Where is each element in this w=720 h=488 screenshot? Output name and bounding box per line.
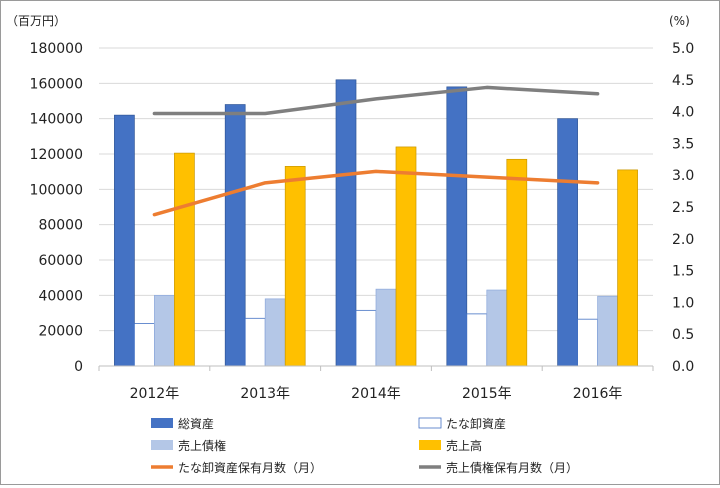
series-line-5	[152, 169, 600, 217]
bar-1	[446, 86, 468, 367]
bar-3	[375, 288, 397, 367]
left-axis-tick-label: 20000	[38, 324, 83, 340]
right-axis-tick-label: 0.0	[672, 359, 694, 375]
left-axis-tick-label: 40000	[38, 288, 83, 304]
right-axis-tick-label: 2.5	[672, 200, 694, 216]
bar-4	[506, 158, 528, 367]
bar-4	[617, 169, 638, 367]
legend-label: たな卸資産	[446, 416, 506, 431]
bar-2	[133, 323, 155, 367]
bar-3	[264, 298, 286, 367]
bar-4	[284, 166, 306, 367]
bar-1	[114, 114, 135, 367]
bar-4	[174, 152, 195, 367]
legend-swatch	[418, 417, 442, 429]
legend-label: たな卸資産保有月数（月）	[178, 460, 322, 475]
category-label: 2012年	[130, 386, 180, 402]
bar-3	[486, 289, 508, 367]
bar-2	[466, 313, 488, 367]
legend-swatch	[151, 418, 173, 428]
category-label: 2015年	[462, 386, 512, 402]
left-axis-tick-label: 180000	[30, 41, 83, 57]
bar-4	[395, 146, 417, 367]
right-axis-tick-label: 5.0	[672, 41, 694, 57]
bar-2	[577, 318, 598, 367]
bar-2	[355, 309, 377, 367]
category-label: 2013年	[240, 386, 290, 402]
right-axis-tick-label: 0.5	[672, 327, 694, 343]
left-axis-tick-label: 120000	[30, 147, 83, 163]
left-axis-tick-label: 140000	[30, 112, 83, 128]
bar-1	[224, 104, 246, 367]
right-axis-tick-label: 1.5	[672, 264, 694, 280]
left-axis-unit: （百万円）	[6, 14, 66, 28]
series-line-6	[152, 85, 600, 116]
bar-3	[154, 294, 175, 367]
left-axis-tick-label: 100000	[30, 182, 83, 198]
left-axis-tick-label: 60000	[38, 253, 83, 269]
right-axis-tick-label: 3.5	[672, 136, 694, 152]
right-axis-tick-label: 4.0	[672, 105, 694, 121]
right-axis-tick-label: 1.0	[672, 295, 694, 311]
legend-label: 総資産	[178, 416, 214, 431]
right-axis-tick-label: 2.0	[672, 232, 694, 248]
left-axis-tick-label: 80000	[38, 218, 83, 234]
right-axis-unit: (%)	[669, 14, 690, 28]
legend-swatch	[151, 440, 173, 450]
left-axis-tick-label: 160000	[30, 76, 83, 92]
right-axis-tick-label: 3.0	[672, 168, 694, 184]
bar-2	[244, 317, 266, 367]
legend-label: 売上債権	[178, 438, 226, 453]
category-label: 2014年	[351, 386, 401, 402]
left-axis-tick-label: 0	[74, 359, 83, 375]
bar-1	[557, 118, 578, 367]
bar-1	[335, 79, 357, 367]
legend-label: 売上債権保有月数（月）	[446, 460, 578, 475]
right-axis-tick-label: 4.5	[672, 73, 694, 89]
bar-3	[597, 295, 618, 367]
legend-swatch	[419, 440, 441, 450]
category-label: 2016年	[573, 386, 623, 402]
legend-label: 売上高	[446, 438, 482, 453]
